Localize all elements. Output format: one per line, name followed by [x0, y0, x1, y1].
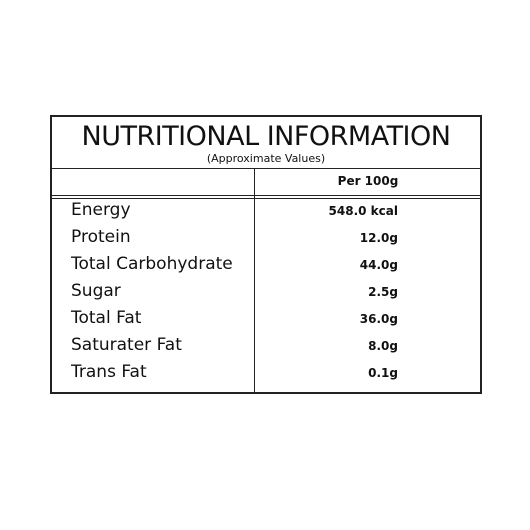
row-label: Total Fat [71, 308, 142, 328]
row-value: 2.5g [368, 285, 398, 299]
divider [52, 168, 480, 169]
divider [52, 198, 480, 199]
row-value: 44.0g [359, 258, 398, 272]
row-label: Saturater Fat [71, 335, 182, 355]
row-value: 36.0g [359, 312, 398, 326]
title: NUTRITIONAL INFORMATION [81, 121, 451, 152]
subtitle: (Approximate Values) [206, 152, 326, 165]
row-label: Energy [71, 200, 131, 220]
row-label: Sugar [71, 281, 121, 301]
row-label: Trans Fat [71, 362, 147, 382]
row-label: Protein [71, 227, 131, 247]
column-header: Per 100g [337, 174, 399, 188]
row-value: 12.0g [359, 231, 398, 245]
row-value: 548.0 kcal [328, 204, 398, 218]
row-label: Total Carbohydrate [71, 254, 233, 274]
divider [52, 195, 480, 196]
nutrition-table: NUTRITIONAL INFORMATION (Approximate Val… [50, 115, 482, 394]
row-value: 0.1g [368, 366, 398, 380]
column-divider [254, 168, 255, 392]
row-value: 8.0g [368, 339, 398, 353]
